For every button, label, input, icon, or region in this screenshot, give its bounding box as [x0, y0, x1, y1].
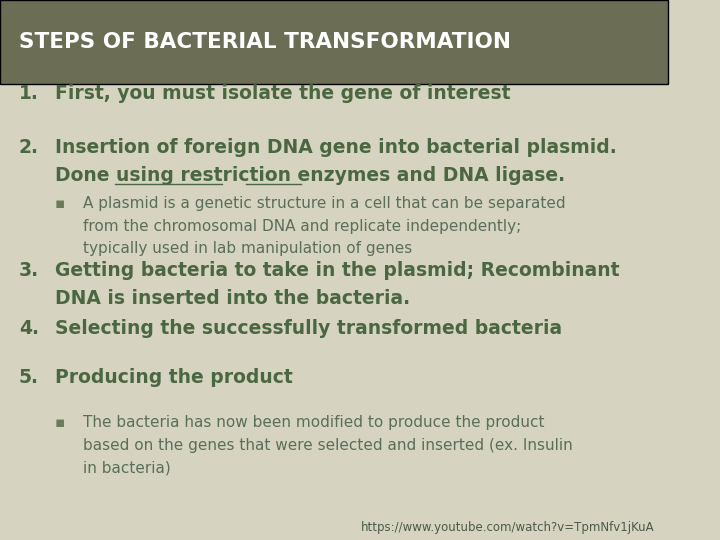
Text: 2.: 2. — [19, 138, 39, 157]
Text: 4.: 4. — [19, 319, 39, 338]
Text: DNA is inserted into the bacteria.: DNA is inserted into the bacteria. — [55, 289, 410, 308]
Text: Insertion of foreign DNA gene into bacterial plasmid.: Insertion of foreign DNA gene into bacte… — [55, 138, 616, 157]
Text: https://www.youtube.com/watch?v=TpmNfv1jKuA: https://www.youtube.com/watch?v=TpmNfv1j… — [361, 521, 654, 534]
Text: in bacteria): in bacteria) — [84, 461, 171, 476]
Text: typically used in lab manipulation of genes: typically used in lab manipulation of ge… — [84, 241, 413, 256]
Text: The bacteria has now been modified to produce the product: The bacteria has now been modified to pr… — [84, 415, 545, 430]
Text: Producing the product: Producing the product — [55, 368, 292, 387]
Text: ▪: ▪ — [55, 415, 65, 430]
Text: A plasmid is a genetic structure in a cell that can be separated: A plasmid is a genetic structure in a ce… — [84, 196, 566, 211]
Text: 3.: 3. — [19, 261, 39, 280]
Text: ▪: ▪ — [55, 196, 65, 211]
Text: Done using restriction enzymes and DNA ligase.: Done using restriction enzymes and DNA l… — [55, 166, 565, 185]
Text: based on the genes that were selected and inserted (ex. Insulin: based on the genes that were selected an… — [84, 438, 573, 453]
Text: Selecting the successfully transformed bacteria: Selecting the successfully transformed b… — [55, 319, 562, 338]
Text: First, you must isolate the gene of interest: First, you must isolate the gene of inte… — [55, 84, 510, 103]
Text: 5.: 5. — [19, 368, 39, 387]
Text: from the chromosomal DNA and replicate independently;: from the chromosomal DNA and replicate i… — [84, 219, 522, 234]
Text: Getting bacteria to take in the plasmid; Recombinant: Getting bacteria to take in the plasmid;… — [55, 261, 619, 280]
Text: STEPS OF BACTERIAL TRANSFORMATION: STEPS OF BACTERIAL TRANSFORMATION — [19, 32, 510, 52]
Text: 1.: 1. — [19, 84, 39, 103]
FancyBboxPatch shape — [0, 0, 667, 84]
